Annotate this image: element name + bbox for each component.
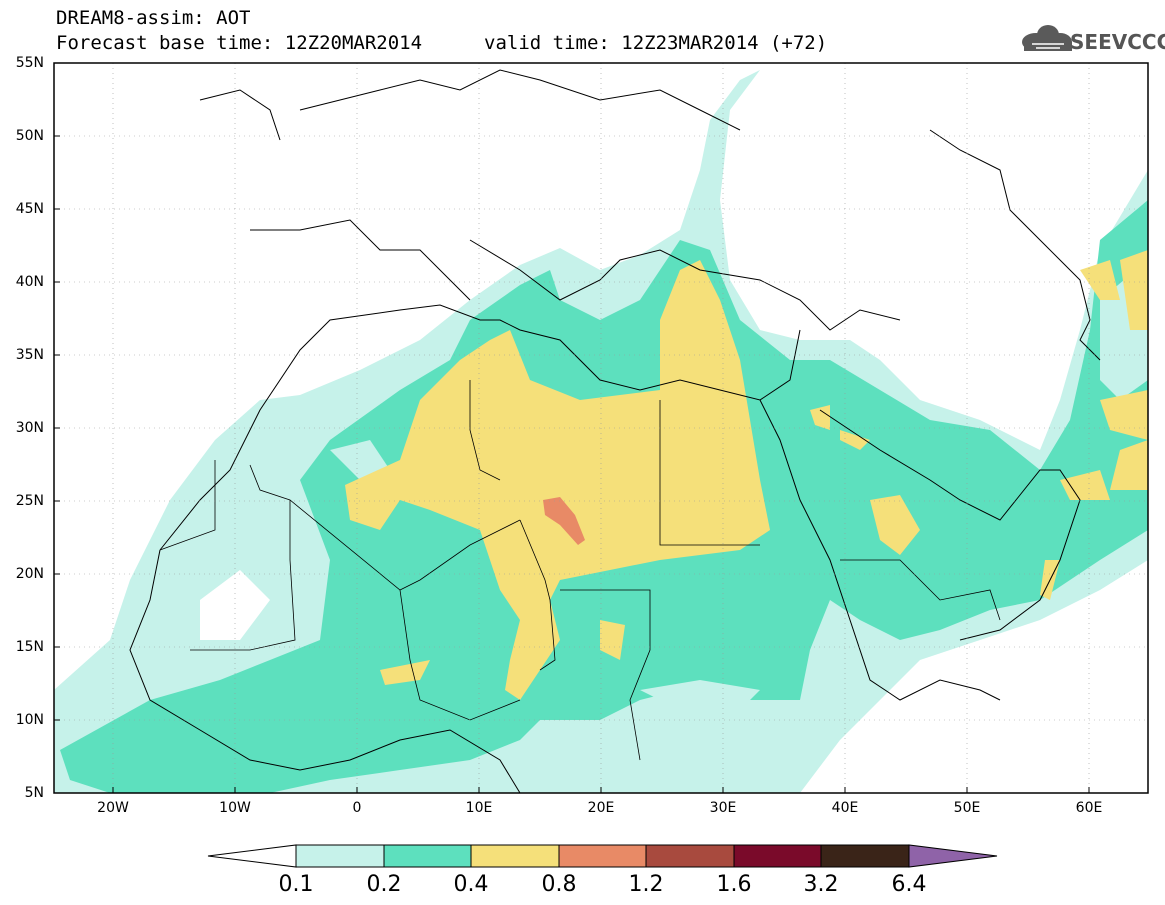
- colorbar-low-arrow: [207, 844, 297, 868]
- country-borders: [159, 380, 1001, 761]
- colorbar-label: 1.6: [716, 872, 752, 897]
- map-title: DREAM8-assim: AOT: [56, 7, 251, 29]
- lon-label: 20E: [587, 800, 615, 816]
- coastlines: [129, 69, 1101, 793]
- colorbar-bin-6: [733, 844, 822, 868]
- logo-text: SEEVCCC: [1070, 30, 1165, 54]
- lat-label: 20N: [15, 566, 44, 582]
- colorbar-label: 1.2: [628, 872, 664, 897]
- lat-label: 55N: [15, 55, 44, 71]
- lon-label: 20W: [97, 800, 129, 816]
- colorbar-bin-7: [820, 844, 910, 868]
- colorbar-bin-3: [470, 844, 560, 868]
- colorbar-high-arrow: [908, 844, 998, 868]
- colorbar-bin-5: [645, 844, 735, 868]
- aot-contour-0.8: [543, 497, 585, 545]
- valid-time: valid time: 12Z23MAR2014 (+72): [484, 32, 828, 54]
- lon-label: 10W: [219, 800, 251, 816]
- lat-label: 35N: [15, 347, 44, 363]
- colorbar-label: 3.2: [803, 872, 839, 897]
- colorbar-label: 0.1: [278, 872, 314, 897]
- lat-label: 30N: [15, 420, 44, 436]
- colorbar: [207, 844, 998, 868]
- lon-label: 0: [352, 800, 362, 816]
- colorbar-bin-4: [558, 844, 647, 868]
- forecast-base-time: Forecast base time: 12Z20MAR2014: [56, 32, 423, 54]
- lat-label: 25N: [15, 493, 44, 509]
- colorbar-label: 0.2: [366, 872, 402, 897]
- lat-label: 40N: [15, 274, 44, 290]
- lon-label: 40E: [831, 800, 859, 816]
- cloud-icon: [1022, 25, 1072, 51]
- lat-label: 50N: [15, 128, 44, 144]
- colorbar-label: 0.4: [453, 872, 489, 897]
- lon-label: 60E: [1075, 800, 1103, 816]
- lat-label: 45N: [15, 201, 44, 217]
- colorbar-label: 0.8: [541, 872, 577, 897]
- grid: [54, 63, 1148, 793]
- aot-contour-0.4: [345, 260, 770, 700]
- colorbar-bin-2: [383, 844, 472, 868]
- lat-label: 15N: [15, 639, 44, 655]
- colorbar-label: 6.4: [891, 872, 927, 897]
- lon-label: 10E: [465, 800, 493, 816]
- lat-label: 10N: [15, 712, 44, 728]
- lat-label: 5N: [24, 785, 44, 801]
- lon-label: 50E: [953, 800, 981, 816]
- colorbar-bin-1: [295, 844, 385, 868]
- lon-label: 30E: [709, 800, 737, 816]
